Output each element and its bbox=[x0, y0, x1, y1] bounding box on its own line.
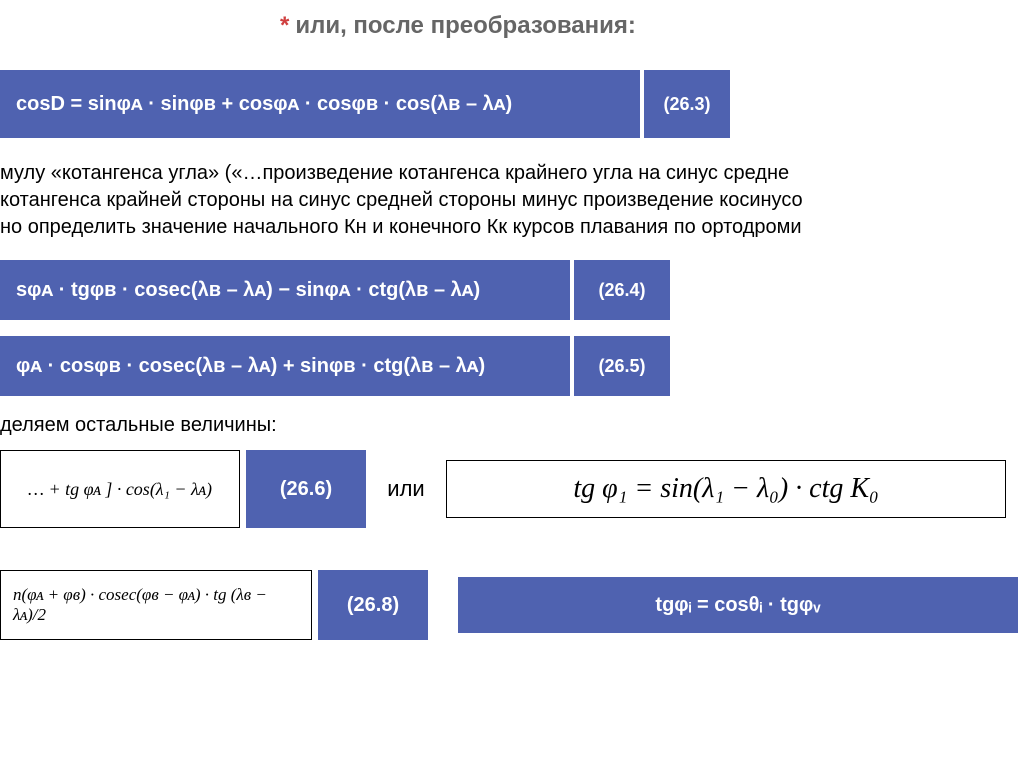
formula-row-26-5: φᴀ · cosφв · cosec(λв – λᴀ) + sinφв · ct… bbox=[0, 336, 670, 396]
page-title: *или, после преобразования: bbox=[280, 12, 636, 40]
formula-26-8-right: tgφᵢ = cosθᵢ · tgφᵥ bbox=[458, 577, 1018, 633]
eqnum-26-8: (26.8) bbox=[318, 570, 428, 640]
formula-row-26-8: n(φᴀ + φв) · cosec(φв − φᴀ) · tg (λв − λ… bbox=[0, 570, 1018, 640]
eqnum-26-8-text: (26.8) bbox=[347, 594, 399, 617]
formula-row-26-6: … + tg φᴀ ] · cos(λ₁ − λᴀ) (26.6) или tg… bbox=[0, 450, 1006, 528]
formula-img-26-8-left-text: n(φᴀ + φв) · cosec(φв − φᴀ) · tg (λв − λ… bbox=[13, 585, 299, 625]
eqnum-26-3: (26.3) bbox=[640, 70, 730, 138]
formula-img-26-6-right-text: tg φ₁ = sin(λ₁ − λ₀) · ctg К₀ bbox=[573, 473, 878, 505]
formula-img-26-6-left-text: … + tg φᴀ ] · cos(λ₁ − λᴀ) bbox=[28, 479, 212, 500]
formula-26-4: sφᴀ · tgφв · cosec(λв – λᴀ) − sinφᴀ · ct… bbox=[0, 260, 570, 320]
formula-26-5-text: φᴀ · cosφв · cosec(λв – λᴀ) + sinφв · ct… bbox=[16, 355, 485, 378]
eqnum-26-5-text: (26.5) bbox=[598, 356, 645, 377]
title-star: * bbox=[280, 12, 289, 39]
formula-26-8-right-text: tgφᵢ = cosθᵢ · tgφᵥ bbox=[655, 594, 820, 617]
eqnum-26-4-text: (26.4) bbox=[598, 280, 645, 301]
or-label: или bbox=[366, 476, 446, 502]
formula-row-26-4: sφᴀ · tgφв · cosec(λв – λᴀ) − sinφᴀ · ct… bbox=[0, 260, 670, 320]
para2-text: деляем остальные величины: bbox=[0, 414, 277, 436]
eqnum-26-6: (26.6) bbox=[246, 450, 366, 528]
title-text: или, после преобразования: bbox=[295, 12, 636, 39]
formula-img-26-6-left: … + tg φᴀ ] · cos(λ₁ − λᴀ) bbox=[0, 450, 240, 528]
formula-26-4-text: sφᴀ · tgφв · cosec(λв – λᴀ) − sinφᴀ · ct… bbox=[16, 279, 480, 302]
formula-row-26-3: cosD = sinφᴀ · sinφв + cosφᴀ · cosφв · c… bbox=[0, 70, 730, 138]
para1-line3: но определить значение начального Кн и к… bbox=[0, 214, 1024, 241]
paragraph-2: деляем остальные величины: bbox=[0, 412, 277, 439]
para1-line1: мулу «котангенса угла» («…произведение к… bbox=[0, 160, 1024, 187]
formula-img-26-6-right: tg φ₁ = sin(λ₁ − λ₀) · ctg К₀ bbox=[446, 460, 1006, 518]
para1-line2: котангенса крайней стороны на синус сред… bbox=[0, 187, 1024, 214]
eqnum-26-4: (26.4) bbox=[570, 260, 670, 320]
eqnum-26-5: (26.5) bbox=[570, 336, 670, 396]
formula-26-5: φᴀ · cosφв · cosec(λв – λᴀ) + sinφв · ct… bbox=[0, 336, 570, 396]
eqnum-26-6-text: (26.6) bbox=[280, 478, 332, 501]
formula-26-3: cosD = sinφᴀ · sinφв + cosφᴀ · cosφв · c… bbox=[0, 70, 640, 138]
formula-26-3-text: cosD = sinφᴀ · sinφв + cosφᴀ · cosφв · c… bbox=[16, 93, 512, 116]
eqnum-26-3-text: (26.3) bbox=[663, 94, 710, 115]
paragraph-1: мулу «котангенса угла» («…произведение к… bbox=[0, 160, 1024, 241]
or-label-text: или bbox=[387, 476, 424, 501]
formula-img-26-8-left: n(φᴀ + φв) · cosec(φв − φᴀ) · tg (λв − λ… bbox=[0, 570, 312, 640]
